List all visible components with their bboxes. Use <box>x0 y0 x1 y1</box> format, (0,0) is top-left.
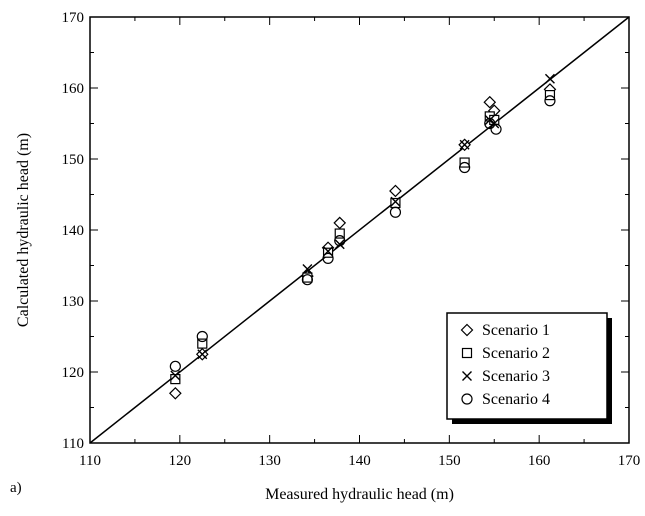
diamond-point <box>483 95 497 109</box>
circle-point <box>301 274 313 286</box>
circle-point <box>322 252 334 264</box>
ticks-layer: 110 120 130 140 150 160 170 110 120 130 140 150 160 1… <box>62 10 641 469</box>
diamond-point <box>168 386 182 400</box>
y-tick-label: 140 <box>62 223 85 239</box>
circle-point <box>484 117 496 130</box>
legend-label: Scenario 3 <box>482 368 550 385</box>
legend-box <box>446 312 608 420</box>
legend-circle-marker <box>461 393 473 405</box>
y-axis-label: Calculated hydraulic head (m) <box>15 132 32 328</box>
x-point <box>544 73 555 84</box>
plot-frame <box>89 16 630 444</box>
x-point <box>390 196 401 207</box>
y-tick-label: 170 <box>62 10 85 26</box>
circle-point <box>459 161 471 174</box>
x-tick-label: 160 <box>528 453 551 469</box>
y-tick-label: 120 <box>62 365 85 381</box>
legend-square-marker <box>461 347 473 359</box>
x-tick-label: 140 <box>348 453 371 469</box>
panel-label: a) <box>10 480 22 496</box>
circle-point <box>490 123 502 135</box>
x-tick-label: 110 <box>79 453 101 469</box>
x-tick-label: 130 <box>258 453 281 469</box>
legend-label: Scenario 1 <box>482 322 550 339</box>
diamond-point <box>389 184 402 198</box>
y-tick-label: 160 <box>62 81 85 97</box>
y-tick-label: 130 <box>62 294 85 310</box>
series-scenario-4 <box>169 95 556 372</box>
x-point <box>302 264 313 275</box>
legend-x-marker <box>462 371 472 381</box>
x-tick-label: 150 <box>438 453 461 469</box>
x-axis-label: Measured hydraulic head (m) <box>265 486 454 503</box>
x-point <box>334 239 345 250</box>
square-point <box>197 338 208 349</box>
square-point <box>334 228 345 239</box>
circle-point <box>389 206 402 218</box>
legend-label: Scenario 4 <box>482 391 550 408</box>
x-tick-label: 120 <box>169 453 192 469</box>
legend-item-scenario-1: Scenario 1 <box>460 322 550 339</box>
x-point <box>459 139 470 150</box>
diamond-point <box>333 216 347 230</box>
x-tick-label: 170 <box>618 453 641 469</box>
y-tick-label: 150 <box>62 152 85 168</box>
x-point <box>197 349 208 360</box>
circle-point <box>334 235 346 247</box>
legend-label: Scenario 2 <box>482 345 550 362</box>
square-point <box>390 197 401 209</box>
square-point <box>322 247 334 258</box>
marks-layer <box>168 73 557 400</box>
square-point <box>544 89 556 101</box>
series-scenario-3 <box>170 73 555 381</box>
circle-point <box>169 360 181 372</box>
legend-diamond-marker <box>460 323 474 337</box>
x-point <box>170 370 181 381</box>
legend-item-scenario-3: Scenario 3 <box>462 368 550 385</box>
legend: Scenario 1 Scenario 2 Scenario 3 Scenario 4 <box>446 312 612 424</box>
y-tick-label: 110 <box>62 436 84 452</box>
circle-point <box>544 95 556 107</box>
legend-item-scenario-4: Scenario 4 <box>461 391 550 408</box>
circle-point <box>196 330 208 343</box>
legend-item-scenario-2: Scenario 2 <box>461 345 550 362</box>
